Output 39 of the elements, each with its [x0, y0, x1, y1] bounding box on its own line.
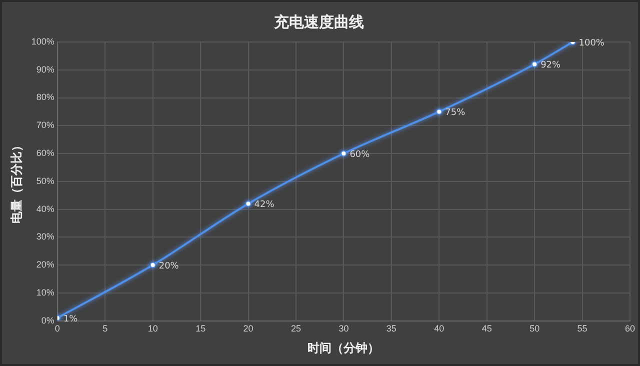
x-tick-label: 40 [434, 324, 444, 334]
data-label: 42% [254, 200, 275, 210]
point [340, 150, 347, 157]
y-tick-label: 60% [36, 148, 54, 158]
x-tick-label: 35 [386, 324, 396, 334]
y-tick-label: 20% [36, 260, 54, 270]
y-tick-label: 70% [36, 120, 54, 130]
chart-title: 充电速度曲线 [273, 12, 364, 31]
point [532, 61, 538, 68]
x-tick-label: 30 [338, 324, 349, 334]
y-tick-label: 90% [36, 64, 54, 74]
point [150, 262, 156, 268]
y-tick-label: 50% [36, 176, 54, 186]
x-tick-label: 25 [290, 324, 301, 334]
point [245, 200, 252, 207]
x-tick-label: 5 [102, 324, 108, 334]
x-tick-label: 60 [624, 324, 635, 334]
point [436, 108, 442, 115]
x-tick-label: 50 [530, 324, 540, 334]
data-label: 60% [350, 150, 370, 160]
y-tick-label: 40% [36, 204, 54, 214]
x-axis-title: 时间（分钟） [308, 341, 380, 356]
x-tick-label: 55 [577, 324, 588, 334]
y-tick-label: 80% [36, 92, 54, 102]
data-label: 20% [158, 261, 180, 272]
data-label: 75% [445, 108, 466, 118]
x-tick-label: 0 [54, 324, 60, 334]
data-label: 92% [540, 60, 562, 71]
y-tick-label: 100% [31, 36, 54, 46]
data-label: 100% [578, 38, 605, 48]
x-tick-label: 45 [482, 324, 492, 334]
x-tick-label: 10 [148, 324, 158, 334]
data-label: 1% [63, 314, 78, 324]
y-tick-label: 0% [41, 315, 54, 326]
y-axis-title: 电量（百分比） [10, 139, 24, 224]
x-tick-label: 15 [196, 324, 206, 334]
y-tick-label: 30% [36, 232, 54, 242]
y-tick-label: 10% [36, 287, 54, 298]
x-tick-label: 20 [243, 324, 254, 334]
